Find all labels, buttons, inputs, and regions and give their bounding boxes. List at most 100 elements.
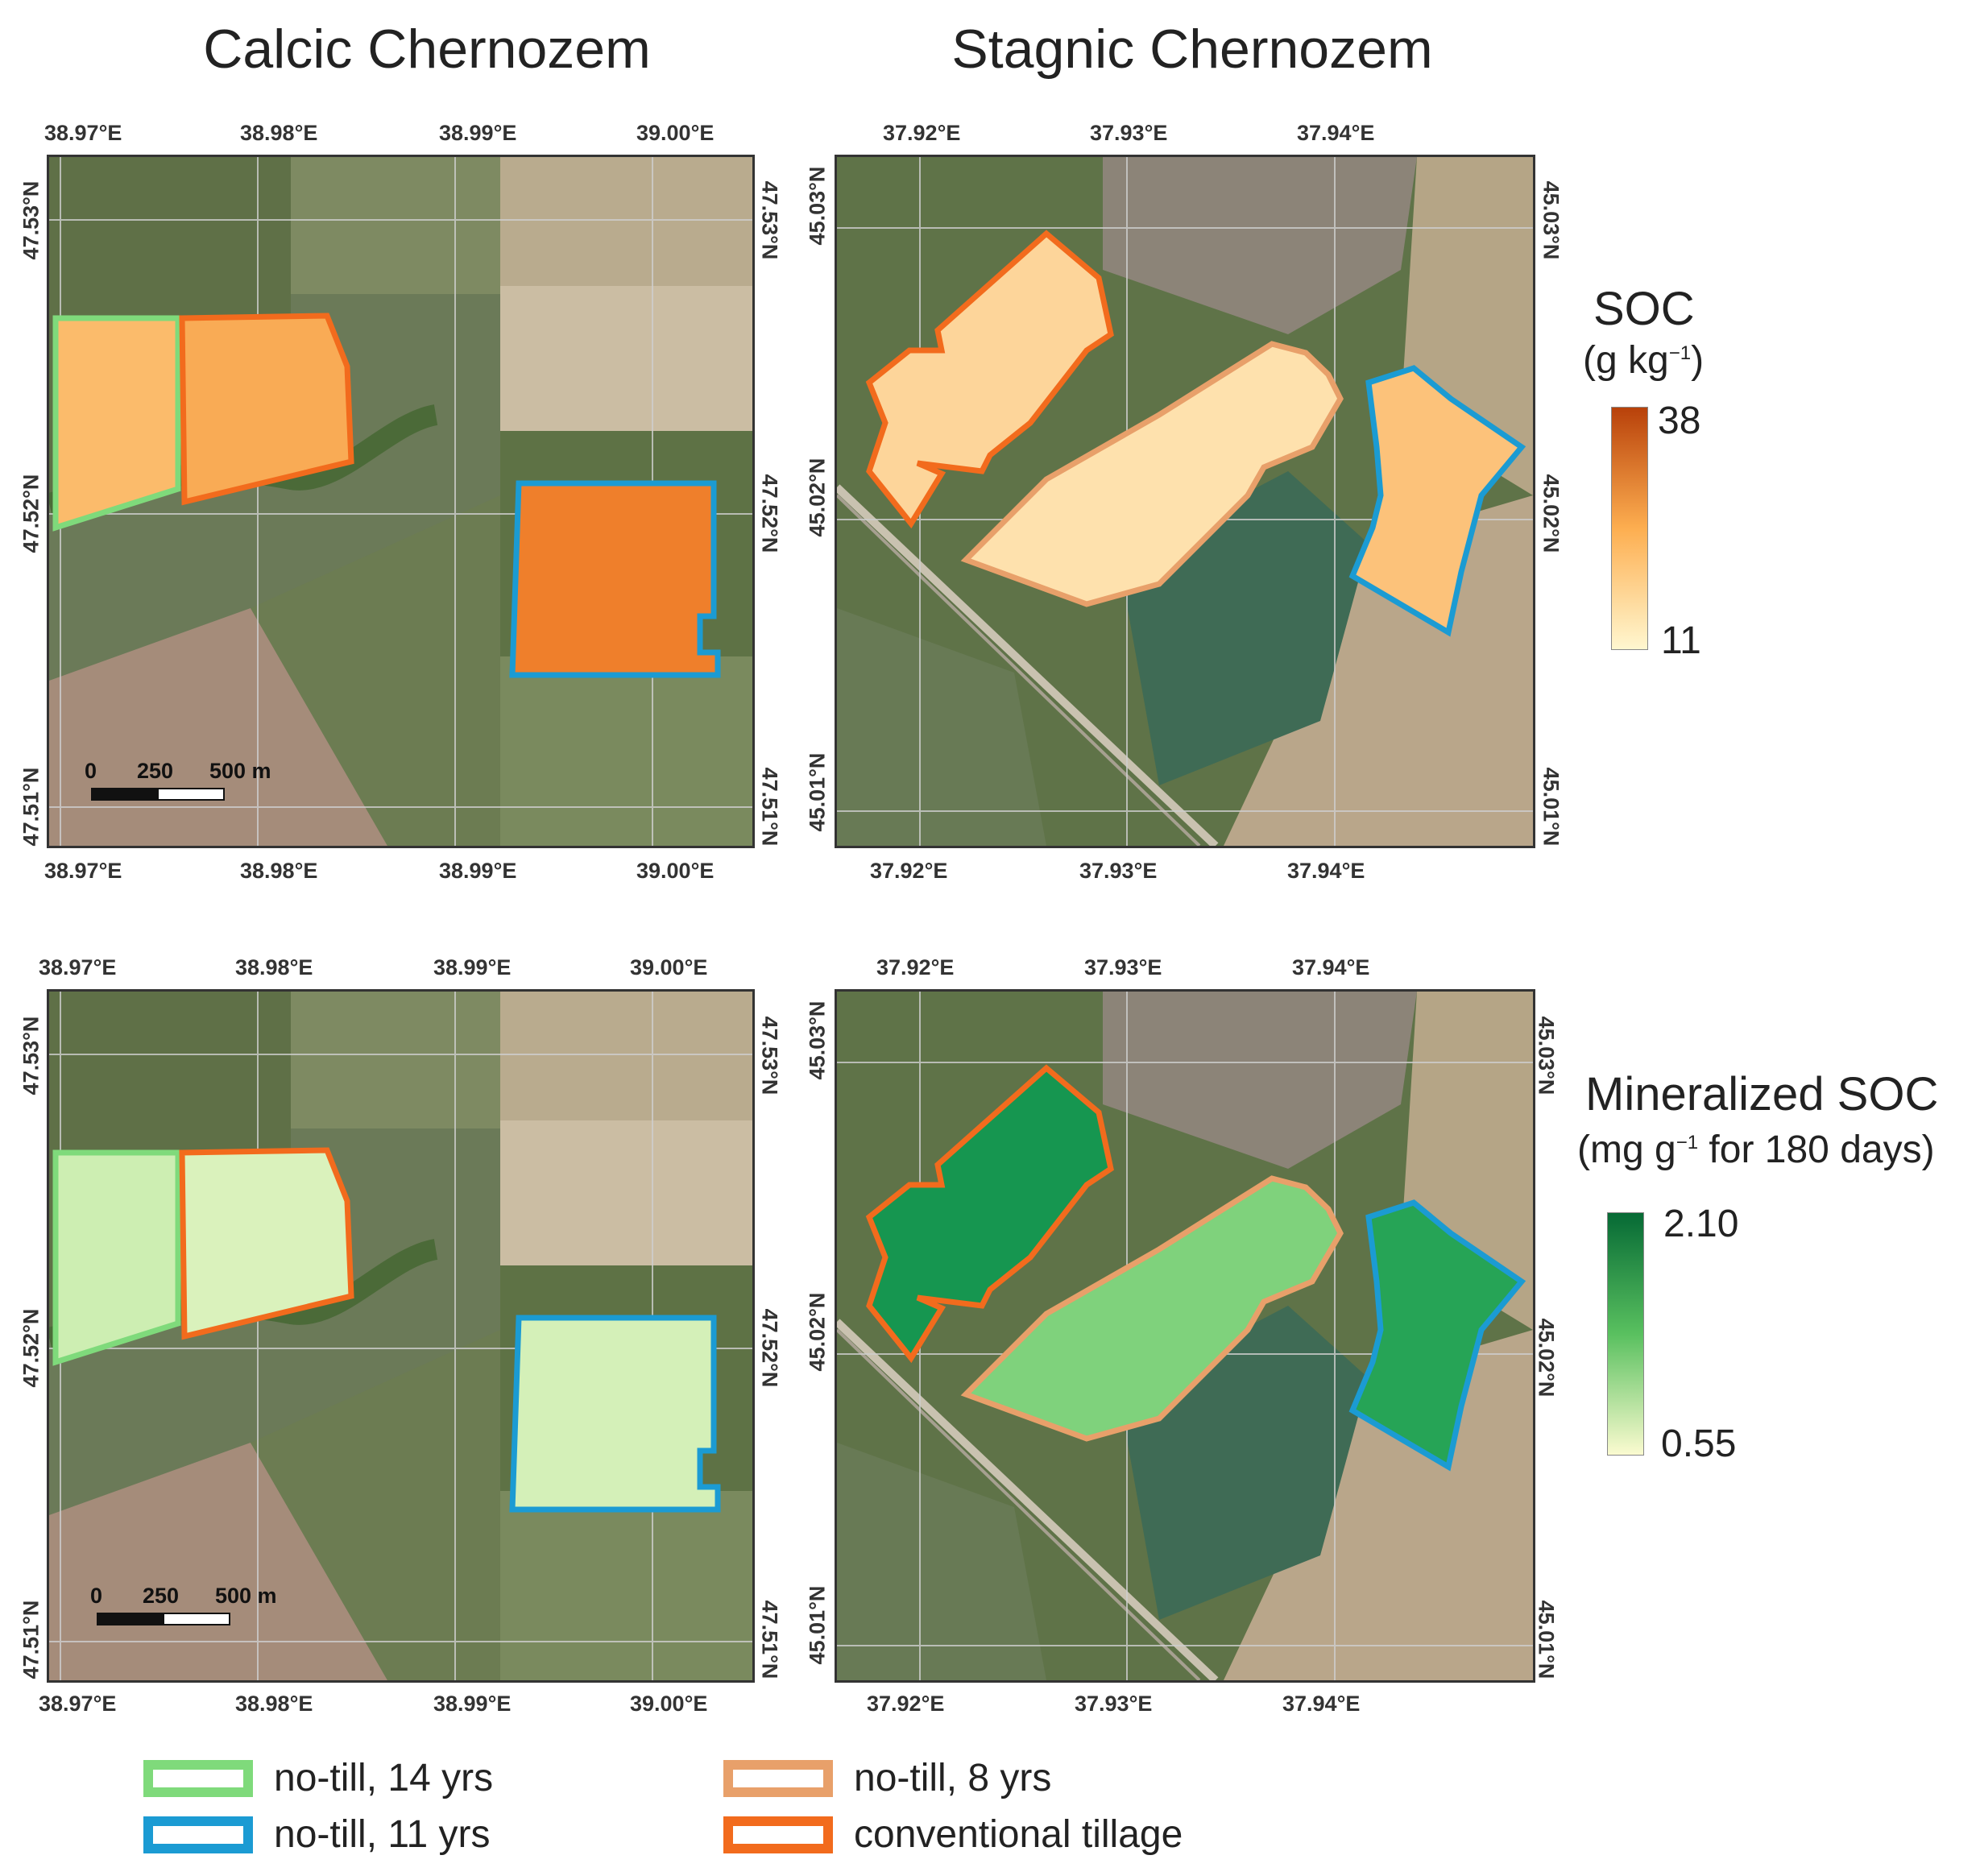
tick-x-calcic-top-2: 38.98°E [240,121,318,145]
tick-y-calcic-left-2: 47.52°N [19,474,43,553]
scale-label-0: 0 [85,759,97,783]
legend-label-no-till-8: no-till, 8 yrs [854,1757,1052,1799]
legend-swatch-no-till-11 [143,1816,253,1853]
tick-y-stagnic-right-3: 45.01°N [1539,767,1564,847]
tick-y-stagnic-left-3: 45.01°N [805,752,830,832]
field-stagnic-nt11-min [1348,1199,1526,1472]
tick-x-stagnic-bottom-2: 37.93°E [1079,859,1158,883]
colorbar-soc-title: SOC [1593,283,1695,335]
tick-y-calcic2-left-1: 47.53°N [19,1016,43,1095]
field-calcic-nt14-soc [52,315,181,532]
field-stagnic-ct-soc [865,230,1114,529]
tick-y-stagnic-left-1: 45.03°N [805,166,830,246]
tick-y-calcic-right-1: 47.53°N [757,180,782,260]
map-calcic-mineralized [47,989,755,1683]
legend-swatch-no-till-8 [723,1759,833,1797]
tick-x-calcic-bottom-3: 38.99°E [439,859,517,883]
tick-x-stagnic2-bottom-3: 37.94°E [1282,1692,1361,1716]
field-calcic-nt11-soc [509,480,721,678]
tick-x-calcic2-bottom-4: 39.00°E [630,1692,708,1716]
tick-x-calcic2-top-2: 38.98°E [235,955,313,979]
column-title-calcic: Calcic Chernozem [203,19,651,80]
colorbar-min-unit: (mg g−1 for 180 days) [1577,1128,1935,1171]
scale-label-500-b: 500 m [215,1584,277,1608]
legend-item-conventional: conventional tillage [723,1812,1183,1857]
tick-x-stagnic-bottom-3: 37.94°E [1287,859,1365,883]
tick-x-calcic2-top-3: 38.99°E [433,955,512,979]
field-calcic-ct-min [179,1147,354,1340]
tick-x-calcic-top-4: 39.00°E [636,121,715,145]
tick-x-stagnic2-bottom-1: 37.92°E [867,1692,945,1716]
field-calcic-nt11-min [509,1315,721,1513]
tick-y-stagnic2-left-2: 45.02°N [805,1292,830,1372]
tick-y-calcic-left-1: 47.53°N [19,180,43,260]
tick-x-calcic-bottom-2: 38.98°E [240,859,318,883]
tick-x-calcic2-bottom-1: 38.97°E [39,1692,117,1716]
legend-label-no-till-14: no-till, 14 yrs [274,1757,494,1799]
colorbar-soc-max: 38 [1658,400,1701,442]
colorbar-soc-unit: (g kg−1) [1583,339,1705,382]
scale-label-250: 250 [137,759,174,783]
scale-label-250-b: 250 [143,1584,180,1608]
field-calcic-ct-soc [179,313,354,506]
tick-x-stagnic-top-2: 37.93°E [1090,121,1168,145]
tick-x-stagnic-top-1: 37.92°E [883,121,961,145]
scale-label-500: 500 m [209,759,271,783]
tick-x-calcic2-bottom-2: 38.98°E [235,1692,313,1716]
field-calcic-nt14-min [52,1149,181,1366]
column-title-stagnic: Stagnic Chernozem [951,19,1433,80]
field-stagnic-nt11-soc [1348,365,1526,637]
tick-y-stagnic2-right-3: 45.01°N [1534,1600,1559,1679]
tick-y-stagnic-right-2: 45.02°N [1539,474,1564,553]
colorbar-min-max: 2.10 [1663,1203,1739,1245]
tick-y-stagnic-left-2: 45.02°N [805,458,830,537]
tick-y-stagnic2-right-1: 45.03°N [1534,1016,1559,1095]
tick-y-calcic2-left-3: 47.51°N [19,1600,43,1679]
legend-swatch-conventional [723,1816,833,1853]
tick-y-calcic2-left-2: 47.52°N [19,1308,43,1388]
tick-y-stagnic2-left-3: 45.01°N [805,1585,830,1665]
tick-y-stagnic-right-1: 45.03°N [1539,180,1564,260]
tick-x-calcic-bottom-1: 38.97°E [44,859,122,883]
colorbar-min-min: 0.55 [1661,1423,1737,1465]
colorbar-min-title: Mineralized SOC [1585,1068,1939,1120]
tick-y-stagnic2-right-2: 45.02°N [1534,1318,1559,1398]
tick-y-calcic2-right-1: 47.53°N [757,1016,782,1095]
tick-x-calcic-bottom-4: 39.00°E [636,859,715,883]
tick-y-calcic-right-2: 47.52°N [757,474,782,553]
tick-y-calcic2-right-3: 47.51°N [757,1600,782,1679]
colorbar-soc-min: 11 [1661,619,1701,662]
legend-item-no-till-8: no-till, 8 yrs [723,1756,1051,1800]
scale-bar-top: 0 250 500 m [85,759,271,807]
map-stagnic-mineralized [835,989,1535,1683]
legend-item-no-till-11: no-till, 11 yrs [143,1812,491,1857]
tick-x-calcic-top-3: 38.99°E [439,121,517,145]
field-stagnic-nt8-min [960,1175,1344,1442]
tick-x-calcic2-top-4: 39.00°E [630,955,708,979]
legend-label-conventional: conventional tillage [854,1813,1183,1856]
field-stagnic-nt8-soc [960,341,1344,607]
legend-item-no-till-14: no-till, 14 yrs [143,1756,493,1800]
tick-x-stagnic2-top-1: 37.92°E [876,955,955,979]
tick-y-calcic-left-3: 47.51°N [19,767,43,847]
tick-x-stagnic-top-3: 37.94°E [1297,121,1375,145]
map-stagnic-soc [835,155,1535,848]
tick-x-calcic2-bottom-3: 38.99°E [433,1692,512,1716]
tick-x-stagnic2-top-2: 37.93°E [1084,955,1162,979]
tick-y-calcic-right-3: 47.51°N [757,767,782,847]
colorbar-soc-gradient [1611,407,1648,650]
tick-y-calcic2-right-2: 47.52°N [757,1308,782,1388]
tick-x-calcic-top-1: 38.97°E [44,121,122,145]
legend-swatch-no-till-14 [143,1759,253,1797]
tick-x-stagnic2-bottom-2: 37.93°E [1075,1692,1153,1716]
scale-label-0-b: 0 [90,1584,103,1608]
field-stagnic-ct-min [865,1064,1114,1364]
map-calcic-soc [47,155,755,848]
colorbar-min-gradient [1607,1212,1644,1456]
tick-x-calcic2-top-1: 38.97°E [39,955,117,979]
tick-x-stagnic2-top-3: 37.94°E [1292,955,1370,979]
tick-y-stagnic2-left-1: 45.03°N [805,1000,830,1080]
scale-bar-bottom: 0 250 500 m [90,1584,277,1632]
legend-label-no-till-11: no-till, 11 yrs [274,1813,491,1856]
tick-x-stagnic-bottom-1: 37.92°E [870,859,948,883]
